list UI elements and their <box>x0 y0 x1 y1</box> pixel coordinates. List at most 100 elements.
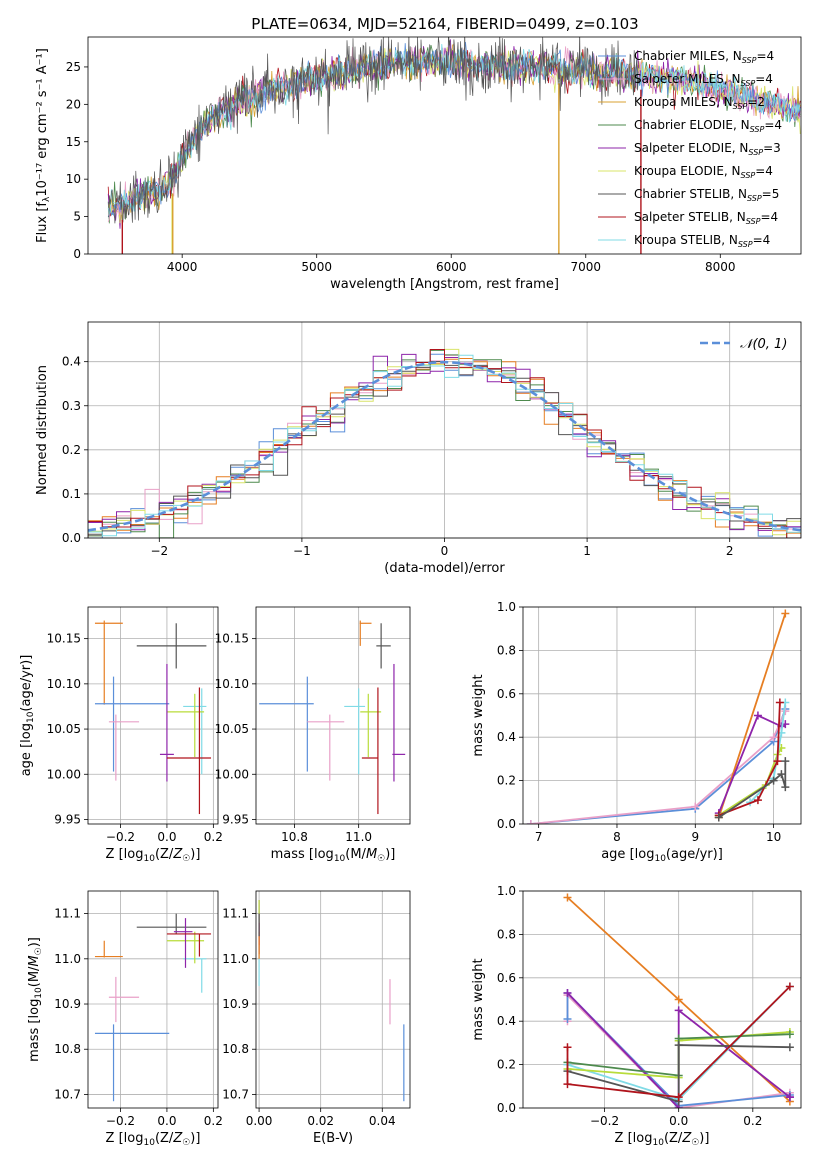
x-tick-label: 2 <box>726 544 734 558</box>
y-axis-label: Flux [fλ​10⁻¹⁷ erg cm⁻² s⁻¹ A⁻¹] <box>35 48 52 243</box>
plot-area <box>259 620 406 815</box>
y-tick-label: 1.0 <box>497 884 516 898</box>
y-tick-label: 0.4 <box>497 730 516 744</box>
age-vs-mass-panel: 10.8 11.0 9.95 10.00 10.05 10.10 10.15 mass [lo… <box>215 606 411 864</box>
mass-vs-extinction-panel: 0.00 0.02 0.04 10.7 10.8 10.9 11.0 11.1 E(B-V) <box>222 890 411 1146</box>
weight-vs-age-panel: 7 8 9 10 0.0 0.2 0.4 0.6 0.8 1.0 age [log10​(age/y… <box>471 600 802 864</box>
spectrum-panel: 4000 5000 6000 7000 8000 0 5 10 15 20 25 wavelength… <box>35 36 802 292</box>
axes-frame <box>87 36 802 255</box>
weight-marker <box>526 820 535 824</box>
weight-line <box>566 985 791 1099</box>
error-bar-point <box>159 663 174 782</box>
weight-marker <box>674 995 683 1004</box>
x-tick-label: 0.2 <box>743 1114 762 1128</box>
plot-area <box>94 620 212 815</box>
error-bar-point <box>108 714 140 781</box>
weight-marker <box>781 609 790 618</box>
legend-item: Kroupa STELIB, NSSP=4 <box>598 233 770 249</box>
error-bar-point <box>183 958 207 993</box>
y-tick-label: 0.4 <box>62 355 81 369</box>
weight-marker <box>714 813 723 822</box>
y-tick-label: 0 <box>73 247 81 261</box>
error-bar-point <box>136 913 207 934</box>
error-bar-point <box>361 687 379 815</box>
x-tick-label: 0.00 <box>246 1114 273 1128</box>
x-axis-label: Z [log10​(Z/Z☉​)] <box>106 847 201 864</box>
weight-marker <box>563 893 572 902</box>
y-axis-label: mass weight <box>471 958 486 1040</box>
plot-area <box>107 37 801 254</box>
axes-frame <box>87 890 219 1109</box>
y-tick-label: 0.6 <box>497 687 516 701</box>
histogram-series <box>88 354 801 537</box>
legend-label: Kroupa ELODIE, NSSP=4 <box>634 164 773 180</box>
weight-line <box>718 747 783 817</box>
error-bar-point <box>94 940 123 958</box>
x-tick-label: 6000 <box>436 260 467 274</box>
y-tick-label: 10.05 <box>47 722 81 736</box>
age-vs-metallicity-panel: −0.2 0.0 0.2 9.95 10.00 10.05 10.10 10.15 Z [log… <box>19 606 223 864</box>
x-tick-label: 0.04 <box>369 1114 396 1128</box>
legend-item: Chabrier STELIB, NSSP=5 <box>598 187 779 203</box>
y-tick-label: 10.7 <box>54 1087 81 1101</box>
y-tick-label: 0.2 <box>497 774 516 788</box>
error-bar-point <box>94 1024 170 1102</box>
normal-pdf-curve <box>88 360 801 532</box>
axes-frame <box>87 606 219 825</box>
x-tick-label: 0.2 <box>204 830 223 844</box>
y-tick-label: 0.0 <box>497 1101 516 1115</box>
legend-label: Chabrier STELIB, NSSP=5 <box>634 187 779 203</box>
x-tick-label: 10 <box>766 830 781 844</box>
x-tick-label: 0.2 <box>204 1114 223 1128</box>
y-tick-label: 1.0 <box>497 600 516 614</box>
weight-series <box>714 757 790 822</box>
weight-marker <box>785 1043 794 1052</box>
y-tick-label: 10.8 <box>54 1042 81 1056</box>
weight-marker <box>785 1093 794 1102</box>
y-tick-label: 10.9 <box>222 997 249 1011</box>
x-axis-label: E(B-V) <box>313 1131 353 1146</box>
x-tick-label: 9 <box>691 830 699 844</box>
y-tick-label: 25 <box>66 60 81 74</box>
weight-marker <box>563 1080 572 1089</box>
weight-marker <box>674 1093 683 1102</box>
error-bar-point <box>136 623 207 669</box>
weight-marker <box>753 796 762 805</box>
x-tick-label: 8000 <box>705 260 736 274</box>
weight-marker <box>773 757 782 766</box>
weight-line <box>567 1044 790 1103</box>
residual-histogram-panel: −2 −1 0 1 2 0.0 0.1 0.2 0.3 0.4 (data-model)/error… <box>35 321 802 576</box>
legend-label: 𝒩(0, 1) <box>740 337 787 352</box>
y-tick-label: 0.3 <box>62 399 81 413</box>
weight-marker <box>563 988 572 997</box>
y-tick-label: 10.00 <box>215 767 249 781</box>
y-tick-label: 0.2 <box>497 1058 516 1072</box>
error-bar-point <box>94 676 170 772</box>
weight-marker <box>777 770 786 779</box>
y-tick-label: 11.0 <box>54 952 81 966</box>
y-tick-label: 10.05 <box>215 722 249 736</box>
y-tick-label: 0.1 <box>62 487 81 501</box>
weight-marker <box>781 783 790 792</box>
x-tick-label: 7 <box>535 830 543 844</box>
legend-item: Salpeter STELIB, NSSP=4 <box>598 210 778 226</box>
legend-item: Kroupa MILES, NSSP=2 <box>598 95 765 111</box>
axes-frame <box>522 606 802 825</box>
y-axis-label: age [log10​(age/yr)] <box>19 655 36 777</box>
weight-marker <box>769 776 778 785</box>
error-bar-point <box>166 693 205 758</box>
weight-marker <box>775 698 784 707</box>
x-axis-label: Z [log10​(Z/Z☉​)] <box>615 1131 710 1148</box>
weight-marker <box>563 1043 572 1052</box>
legend-item: Salpeter MILES, NSSP=4 <box>598 72 773 88</box>
weight-marker <box>785 982 794 991</box>
x-tick-label: 4000 <box>167 260 198 274</box>
x-tick-label: 0 <box>441 544 449 558</box>
weight-marker <box>781 757 790 766</box>
model-spectrum-line <box>107 43 801 215</box>
x-tick-label: 0.02 <box>307 1114 334 1128</box>
weight-vs-metallicity-panel: −0.2 0.0 0.2 0.0 0.2 0.4 0.6 0.8 1.0 Z [log10​(Z/… <box>471 884 802 1148</box>
x-axis-label: (data-model)/error <box>384 561 505 576</box>
x-tick-label: −0.2 <box>590 1114 619 1128</box>
axes-frame <box>255 890 411 1109</box>
